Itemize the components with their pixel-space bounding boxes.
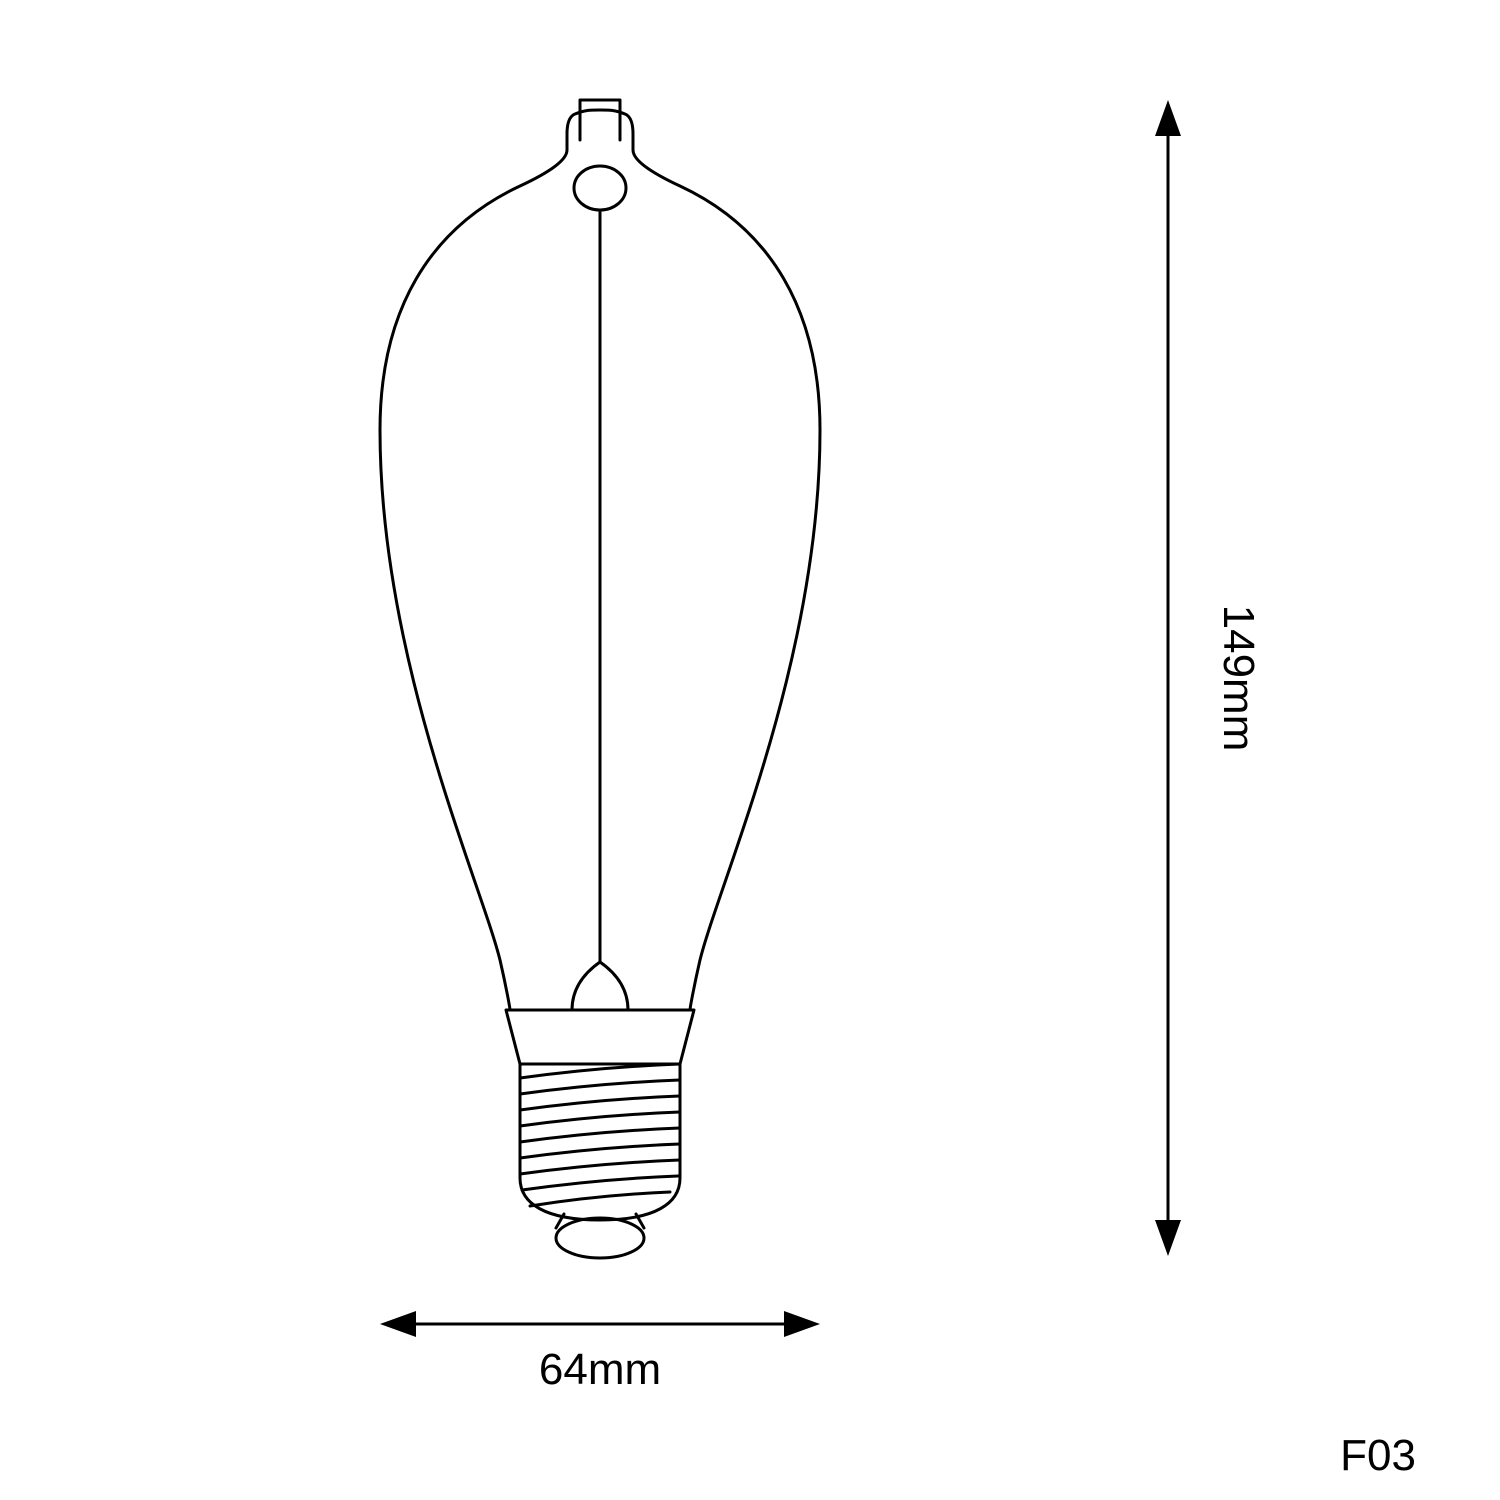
bulb-drawing xyxy=(380,100,820,1258)
dimension-width xyxy=(380,1311,820,1337)
dimension-height-label: 149mm xyxy=(1214,605,1263,752)
product-code: F03 xyxy=(1340,1431,1416,1480)
dimension-width-label: 64mm xyxy=(539,1345,661,1394)
dimension-height xyxy=(1155,100,1181,1256)
